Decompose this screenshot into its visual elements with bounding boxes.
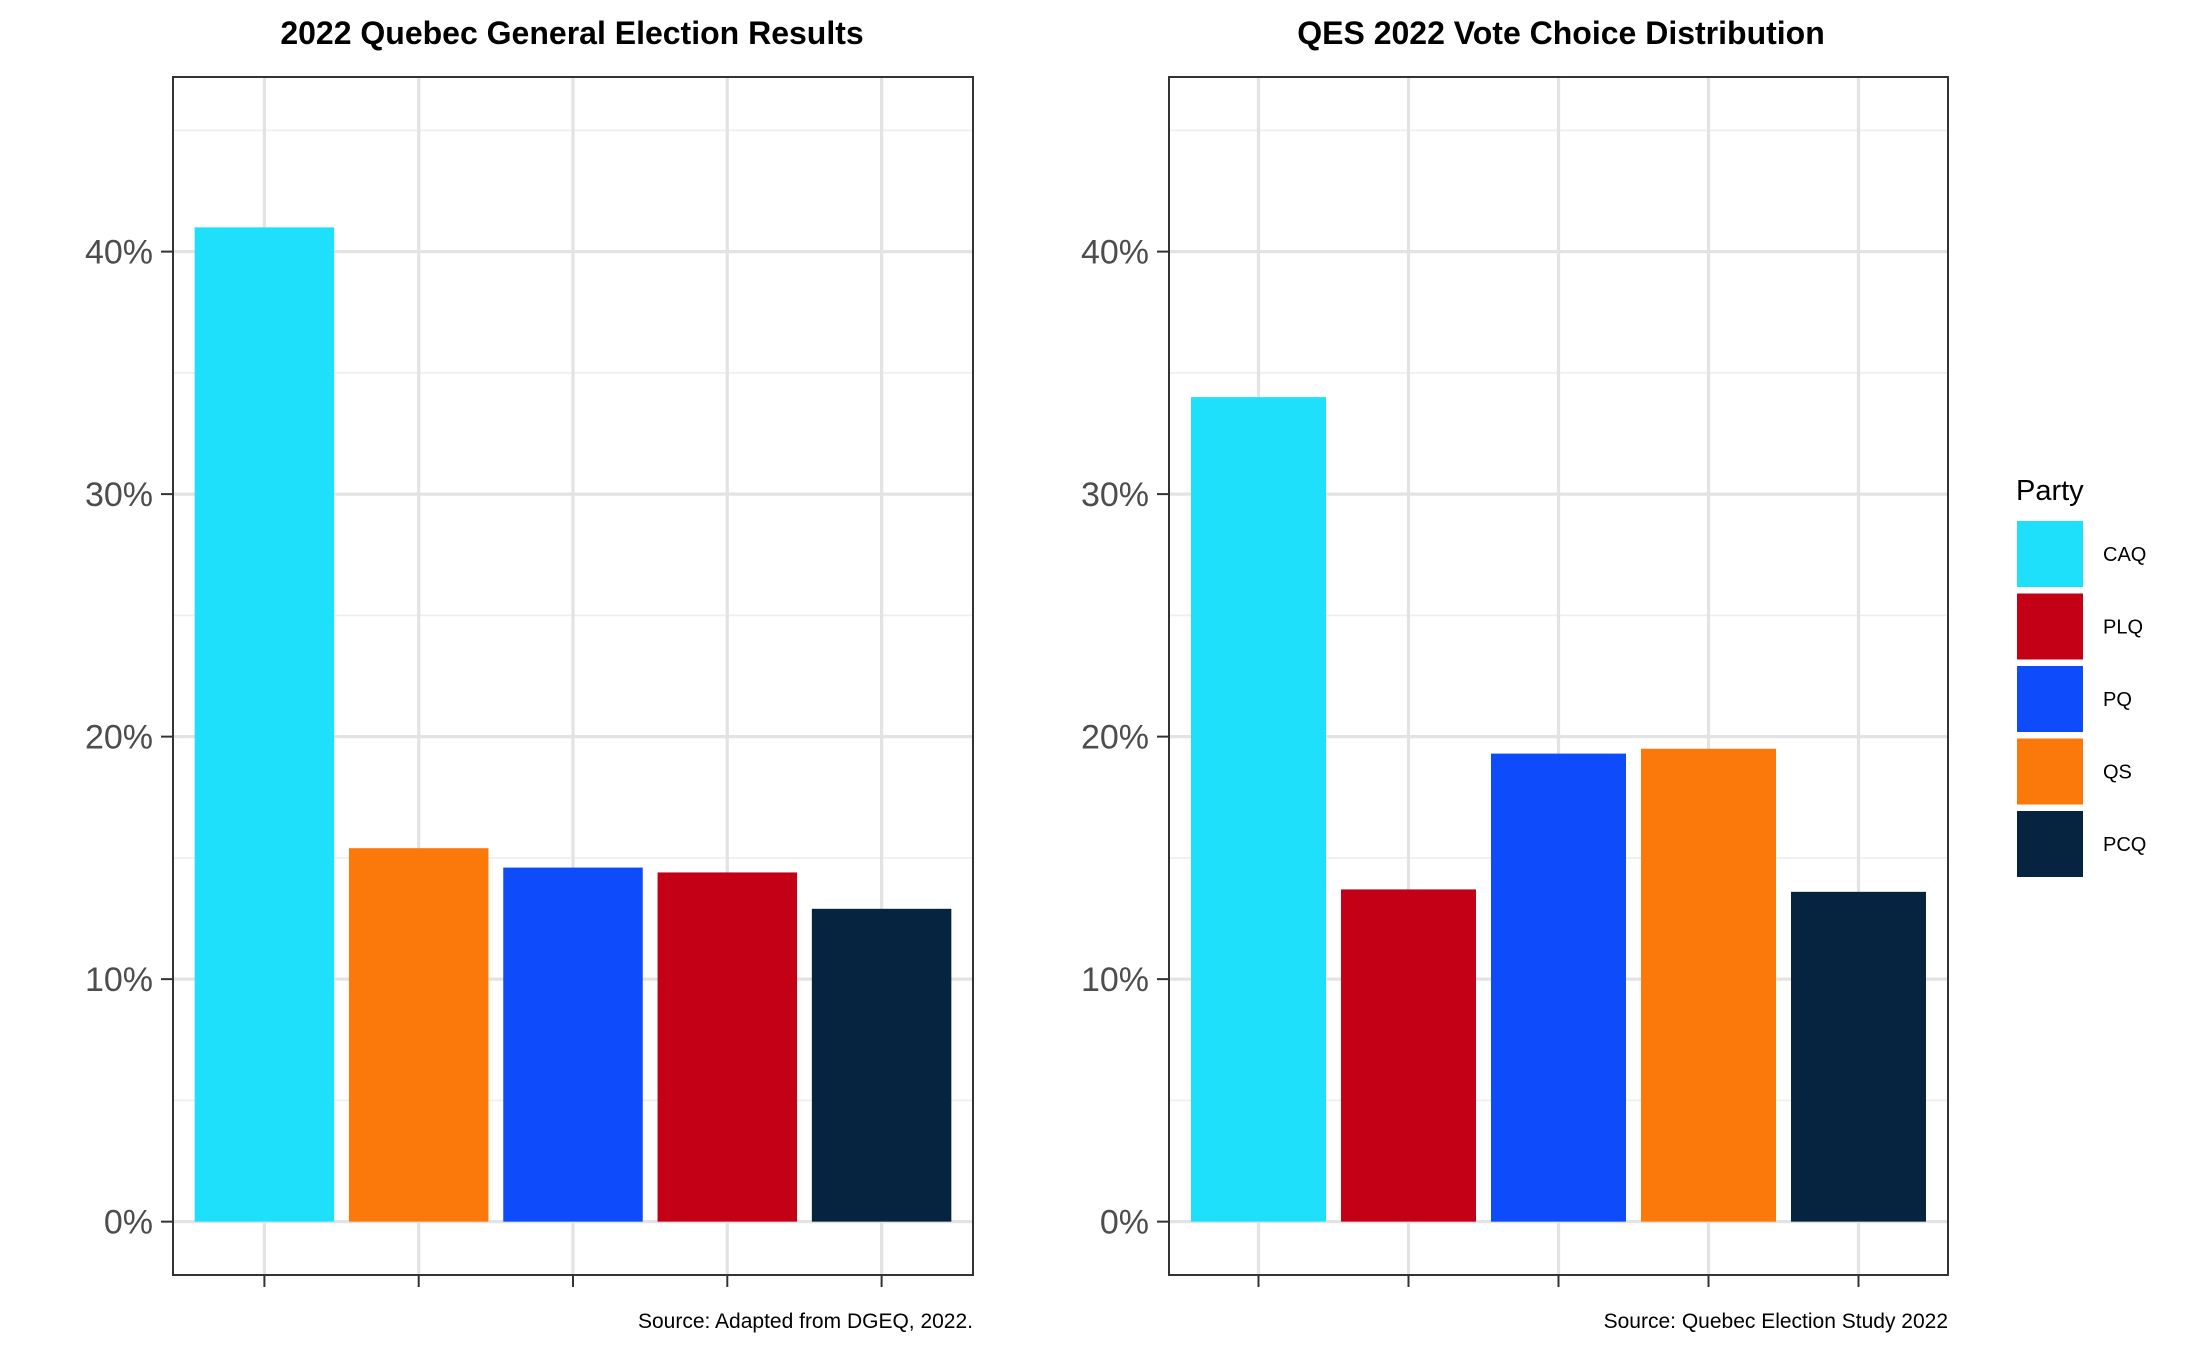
bar-plq (657, 872, 798, 1222)
legend-swatch-caq (2017, 521, 2083, 587)
bar-qs (1641, 748, 1776, 1222)
bars (194, 227, 952, 1222)
legend-items: CAQ PLQ PQ QS PCQ (2017, 521, 2146, 877)
bar-pq (1491, 753, 1626, 1222)
legend-label-qs: QS (2103, 762, 2132, 784)
legend-label-plq: PLQ (2103, 617, 2143, 639)
y-tick-label: 0% (1100, 1204, 1149, 1242)
legend-title: Party (2016, 475, 2084, 507)
chart-qes-vote-choice: QES 2022 Vote Choice Distribution 0% 10% 2… (1081, 15, 1949, 1333)
legend-swatch-qs (2017, 738, 2083, 805)
bar-caq (194, 227, 335, 1222)
y-tick-label: 10% (1081, 961, 1149, 999)
axis-ticks: 0% 10% 20% 30% 40% (85, 234, 883, 1287)
legend-label-caq: CAQ (2103, 544, 2146, 566)
y-tick-label: 30% (1081, 476, 1149, 514)
bar-qs (348, 848, 489, 1222)
legend-label-pq: PQ (2103, 689, 2132, 711)
bar-pcq (1791, 891, 1926, 1222)
y-tick-label: 20% (1081, 719, 1149, 757)
y-tick-label: 40% (1081, 234, 1149, 272)
axis-ticks: 0% 10% 20% 30% 40% (1081, 234, 1860, 1287)
y-tick-label: 10% (85, 961, 153, 999)
y-tick-label: 30% (85, 476, 153, 514)
chart-title: QES 2022 Vote Choice Distribution (1297, 15, 1825, 51)
y-tick-label: 40% (85, 234, 153, 272)
legend: Party CAQ PLQ PQ QS PCQ (2016, 475, 2146, 877)
legend-swatch-plq (2017, 593, 2083, 660)
y-tick-label: 0% (104, 1204, 153, 1242)
source-caption: Source: Quebec Election Study 2022 (1604, 1310, 1948, 1333)
legend-swatch-pcq (2017, 811, 2083, 877)
bar-pcq (811, 908, 952, 1222)
bars (1191, 397, 1926, 1222)
bar-pq (503, 867, 643, 1222)
chart-election-results: 2022 Quebec General Election Results 0% 1… (85, 15, 974, 1333)
y-tick-label: 20% (85, 719, 153, 757)
legend-label-pcq: PCQ (2103, 834, 2146, 856)
legend-swatch-pq (2017, 666, 2083, 732)
bar-plq (1341, 889, 1476, 1222)
chart-title: 2022 Quebec General Election Results (280, 15, 863, 51)
source-caption: Source: Adapted from DGEQ, 2022. (638, 1310, 973, 1333)
bar-caq (1191, 397, 1326, 1222)
